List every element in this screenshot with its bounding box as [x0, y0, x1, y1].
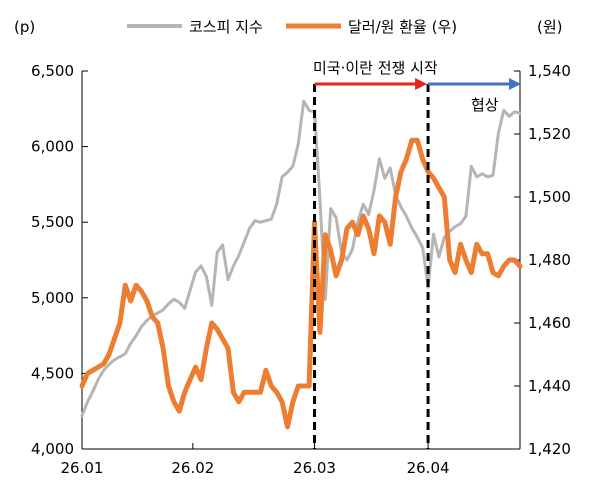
right-tick-label: 1,440 [528, 377, 571, 395]
period-arrowhead-war [415, 78, 428, 90]
series-line-kospi [80, 99, 522, 418]
left-tick-label: 4,500 [31, 364, 74, 382]
x-tick-label: 26.03 [293, 459, 336, 477]
right-axis-ticks: 1,420 1,440 1,460 1,480 1,500 1,520 1,540 [514, 62, 571, 458]
period-arrowhead-negotiation [509, 78, 521, 90]
x-tick-label: 26.04 [407, 459, 450, 477]
x-tick-label: 26.02 [171, 459, 214, 477]
right-tick-label: 1,460 [528, 314, 571, 332]
right-tick-label: 1,420 [528, 440, 571, 458]
right-axis-unit: (원) [537, 18, 563, 36]
right-tick-label: 1,520 [528, 125, 571, 143]
period-label-negotiation: 협상 [471, 96, 499, 114]
left-tick-label: 4,000 [31, 440, 74, 458]
right-tick-label: 1,500 [528, 188, 571, 206]
legend-kospi-label: 코스피 지수 [189, 18, 263, 36]
left-tick-label: 6,000 [31, 138, 74, 156]
left-tick-label: 5,500 [31, 213, 74, 231]
series-line-usdkrw [79, 137, 523, 430]
left-tick-label: 6,500 [31, 62, 74, 80]
x-axis-ticks: 26.01 26.02 26.03 26.04 [61, 443, 450, 477]
right-tick-label: 1,540 [528, 62, 571, 80]
event-markers [313, 78, 521, 449]
left-axis-ticks: 4,000 4,500 5,000 5,500 6,000 6,500 [31, 62, 88, 458]
x-tick-label: 26.01 [61, 459, 104, 477]
period-label-war: 미국·이란 전쟁 시작 [313, 59, 438, 77]
left-axis-unit: (p) [14, 18, 35, 36]
right-tick-label: 1,480 [528, 251, 571, 269]
left-tick-label: 5,000 [31, 289, 74, 307]
legend: 코스피 지수 달러/원 환율 (우) [127, 18, 457, 36]
legend-usdkrw-label: 달러/원 환율 (우) [348, 18, 457, 36]
